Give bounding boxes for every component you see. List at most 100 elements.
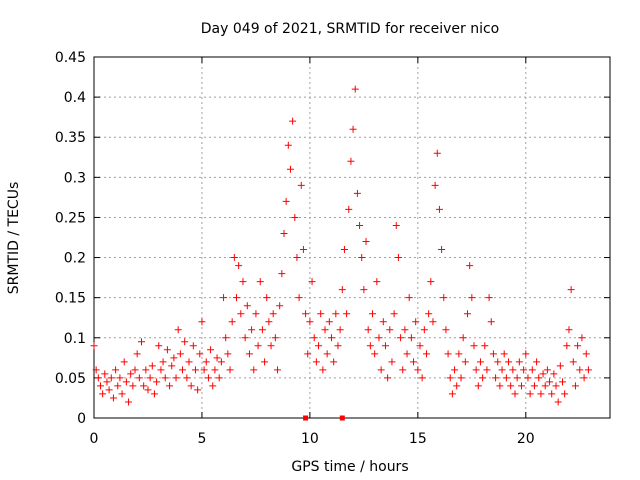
data-point bbox=[150, 390, 158, 398]
data-point bbox=[338, 286, 346, 294]
data-point bbox=[315, 342, 323, 350]
data-point bbox=[239, 278, 247, 286]
data-point bbox=[181, 338, 189, 346]
data-point bbox=[291, 213, 299, 221]
data-point bbox=[125, 398, 133, 406]
data-point bbox=[166, 382, 174, 390]
data-point bbox=[92, 366, 100, 374]
data-point bbox=[209, 382, 217, 390]
data-point bbox=[146, 374, 154, 382]
data-point bbox=[554, 398, 562, 406]
data-point bbox=[358, 254, 366, 262]
data-point bbox=[271, 334, 279, 342]
data-point bbox=[172, 374, 180, 382]
data-point bbox=[135, 374, 143, 382]
data-point bbox=[289, 117, 297, 125]
data-point bbox=[548, 390, 556, 398]
data-point bbox=[535, 374, 543, 382]
data-point bbox=[94, 374, 102, 382]
data-point bbox=[552, 382, 560, 390]
data-point bbox=[533, 358, 541, 366]
data-point bbox=[122, 378, 130, 386]
data-point bbox=[362, 238, 370, 246]
data-point bbox=[397, 334, 405, 342]
x-tick-label: 0 bbox=[90, 431, 99, 447]
x-tick-label: 20 bbox=[517, 431, 535, 447]
data-point bbox=[105, 386, 113, 394]
plot-frame bbox=[93, 56, 611, 419]
data-point bbox=[116, 374, 124, 382]
data-point bbox=[194, 386, 202, 394]
data-point bbox=[200, 366, 208, 374]
data-point bbox=[276, 302, 284, 310]
data-point bbox=[487, 318, 495, 326]
data-point bbox=[228, 318, 236, 326]
y-tick-label: 0.25 bbox=[55, 210, 86, 226]
data-point bbox=[373, 278, 381, 286]
data-point bbox=[237, 310, 245, 318]
data-point bbox=[284, 141, 292, 149]
data-point bbox=[401, 326, 409, 334]
y-tick-label: 0.35 bbox=[55, 130, 86, 146]
data-point bbox=[103, 378, 111, 386]
data-point bbox=[511, 390, 519, 398]
data-point bbox=[366, 342, 374, 350]
data-point bbox=[174, 326, 182, 334]
data-point bbox=[377, 366, 385, 374]
data-point bbox=[187, 382, 195, 390]
y-tick-label: 0.3 bbox=[64, 170, 86, 186]
data-point bbox=[189, 342, 197, 350]
data-point bbox=[356, 221, 364, 229]
data-point bbox=[505, 358, 513, 366]
data-point bbox=[448, 390, 456, 398]
data-point bbox=[286, 165, 294, 173]
data-point bbox=[561, 390, 569, 398]
data-point bbox=[347, 157, 355, 165]
zero-markers bbox=[303, 415, 345, 421]
data-point bbox=[444, 350, 452, 358]
data-point bbox=[584, 366, 592, 374]
data-point bbox=[198, 318, 206, 326]
data-point bbox=[474, 382, 482, 390]
data-point bbox=[207, 346, 215, 354]
data-point bbox=[183, 374, 191, 382]
data-point bbox=[567, 286, 575, 294]
y-tick-label: 0.45 bbox=[55, 50, 86, 66]
zero-marker bbox=[339, 415, 345, 421]
data-point bbox=[435, 205, 443, 213]
data-point bbox=[336, 326, 344, 334]
data-point bbox=[457, 374, 465, 382]
data-point bbox=[569, 358, 577, 366]
data-point bbox=[148, 362, 156, 370]
data-point bbox=[196, 350, 204, 358]
data-point bbox=[306, 318, 314, 326]
data-point bbox=[327, 334, 335, 342]
data-point bbox=[496, 382, 504, 390]
data-point bbox=[332, 310, 340, 318]
data-point bbox=[232, 294, 240, 302]
data-point bbox=[442, 326, 450, 334]
data-point bbox=[425, 310, 433, 318]
data-point bbox=[574, 342, 582, 350]
y-axis-label: SRMTID / TECUs bbox=[6, 182, 22, 295]
data-point bbox=[230, 254, 238, 262]
data-point bbox=[427, 278, 435, 286]
data-point bbox=[410, 358, 418, 366]
x-tick-label: 15 bbox=[409, 431, 427, 447]
data-point bbox=[127, 370, 135, 378]
data-point bbox=[530, 382, 538, 390]
data-point bbox=[114, 382, 122, 390]
data-point bbox=[422, 350, 430, 358]
data-point bbox=[433, 149, 441, 157]
data-point bbox=[142, 366, 150, 374]
data-point bbox=[517, 382, 525, 390]
data-point bbox=[131, 366, 139, 374]
y-tick-label: 0.05 bbox=[55, 371, 86, 387]
data-point bbox=[191, 366, 199, 374]
data-point bbox=[384, 374, 392, 382]
data-point bbox=[120, 358, 128, 366]
data-point bbox=[202, 358, 210, 366]
data-point bbox=[109, 394, 117, 402]
